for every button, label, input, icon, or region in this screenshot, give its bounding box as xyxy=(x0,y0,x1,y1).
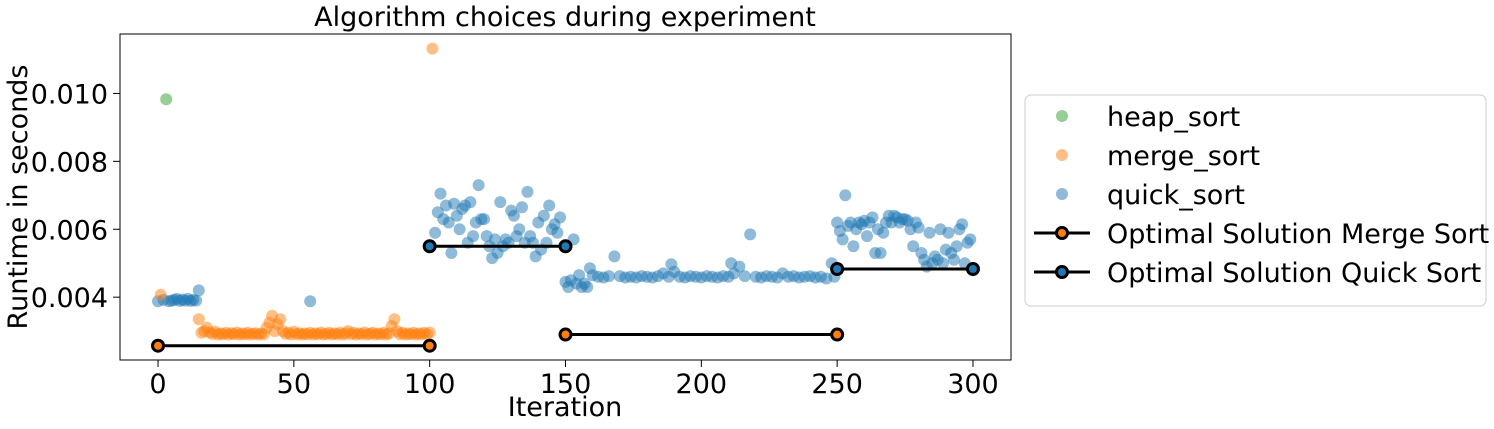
quick-sort-point xyxy=(861,230,873,243)
quick-sort-point xyxy=(937,257,950,270)
quick-sort-point xyxy=(478,213,490,226)
legend-quick-sort-label: quick_sort xyxy=(1107,180,1245,211)
quick-sort-point xyxy=(429,226,442,239)
legend-merge-sort-label: merge_sort xyxy=(1107,141,1260,172)
quick-sort-point xyxy=(537,209,550,222)
quick-sort-point xyxy=(513,223,526,236)
merge-sort-point xyxy=(192,313,205,326)
quick-sort-point xyxy=(923,226,936,239)
y-tick-label: 0.008 xyxy=(31,147,108,178)
optimal-merge-sort-marker xyxy=(422,338,437,353)
quick-sort-point xyxy=(507,209,520,222)
merge-sort-point xyxy=(423,326,436,339)
chart-title: Algorithm choices during experiment xyxy=(314,2,816,33)
x-tick-label: 0 xyxy=(149,369,166,400)
merge-sort-point xyxy=(154,288,167,301)
merge-sort-point xyxy=(388,313,401,326)
quick-sort-point xyxy=(608,250,621,263)
quick-sort-point xyxy=(445,247,458,259)
legend: heap_sort merge_sort quick_sort Optimal Sol… xyxy=(1024,94,1489,307)
y-tick-label: 0.006 xyxy=(31,215,108,246)
x-tick-label: 50 xyxy=(277,369,311,400)
x-tick-label: 150 xyxy=(540,369,592,400)
x-tick-label: 250 xyxy=(811,369,863,400)
quick-sort-point xyxy=(744,228,757,241)
merge-sort-point xyxy=(274,313,287,326)
optimal-quick-sort-marker xyxy=(830,261,845,276)
quick-sort-point xyxy=(453,223,466,236)
quick-sort-point xyxy=(304,295,317,308)
legend-optimal-solution-merge-sort-marker xyxy=(1055,226,1069,240)
quick-sort-point xyxy=(950,240,963,253)
y-axis: 0.004 0.006 0.008 0.010 xyxy=(31,79,120,314)
quick-sort-point xyxy=(192,284,205,297)
heap-sort-point xyxy=(160,93,173,106)
quick-sort-point xyxy=(442,216,455,229)
optimal-quick-sort-marker xyxy=(558,239,573,254)
quick-sort-point xyxy=(190,294,203,307)
legend-quick-sort-marker xyxy=(1056,188,1068,200)
optimal-quick-sort-marker xyxy=(422,239,437,254)
quick-sort-point xyxy=(467,230,480,243)
quick-sort-point xyxy=(877,226,890,239)
quick-sort-point xyxy=(942,226,955,239)
quick-sort-point xyxy=(956,218,969,231)
plot-background xyxy=(120,34,1011,360)
optimal-lines xyxy=(151,239,980,353)
quick-sort-point xyxy=(847,240,860,253)
y-tick-label: 0.010 xyxy=(31,79,108,110)
quick-sort-point xyxy=(551,226,564,239)
quick-sort-point xyxy=(866,211,879,224)
optimal-merge-sort-marker xyxy=(151,338,166,353)
quick-sort-point xyxy=(521,185,534,198)
y-tick-label: 0.004 xyxy=(31,283,108,314)
x-tick-label: 200 xyxy=(676,369,728,400)
legend-merge-sort-marker xyxy=(1056,149,1068,161)
quick-sort-point xyxy=(907,240,920,253)
quick-sort-point xyxy=(472,179,485,192)
legend-optimal-solution-merge-sort-label: Optimal Solution Merge Sort xyxy=(1107,219,1489,250)
x-tick-label: 300 xyxy=(947,369,999,400)
y-axis-label: Runtime in seconds xyxy=(3,65,34,330)
optimal-merge-sort-marker xyxy=(830,327,845,342)
legend-optimal-solution-quick-sort-marker xyxy=(1055,265,1069,279)
quick-sort-point xyxy=(836,233,849,246)
quick-sort-point xyxy=(738,270,751,283)
optimal-merge-sort-marker xyxy=(558,327,573,342)
quick-sort-point xyxy=(912,221,925,234)
legend-heap-sort-label: heap_sort xyxy=(1107,102,1240,133)
legend-heap-sort-marker xyxy=(1056,110,1068,122)
quick-sort-point xyxy=(581,281,594,293)
quick-sort-point xyxy=(554,211,567,224)
optimal-quick-sort-marker xyxy=(965,261,980,276)
quick-sort-point xyxy=(733,260,746,273)
quick-sort-point xyxy=(964,233,977,246)
quick-sort-point xyxy=(948,253,960,266)
x-axis: 0 50 100 150 200 250 300 xyxy=(149,360,999,400)
quick-sort-point xyxy=(494,196,507,209)
plot-area xyxy=(119,33,1012,361)
legend-optimal-solution-quick-sort-label: Optimal Solution Quick Sort xyxy=(1107,258,1481,289)
quick-sort-point xyxy=(874,247,887,259)
quick-sort-point xyxy=(603,270,615,283)
merge-sort-point xyxy=(426,42,439,55)
quick-sort-point xyxy=(516,201,528,214)
quick-sort-point xyxy=(488,233,501,246)
legend-box xyxy=(1024,94,1487,307)
quick-sort-point xyxy=(464,196,477,209)
quick-sort-point xyxy=(573,269,586,282)
quick-sort-point xyxy=(543,199,556,212)
x-axis-label: Iteration xyxy=(508,392,623,423)
quick-sort-point xyxy=(434,187,447,200)
x-tick-label: 100 xyxy=(404,369,456,400)
quick-sort-point xyxy=(839,189,852,202)
